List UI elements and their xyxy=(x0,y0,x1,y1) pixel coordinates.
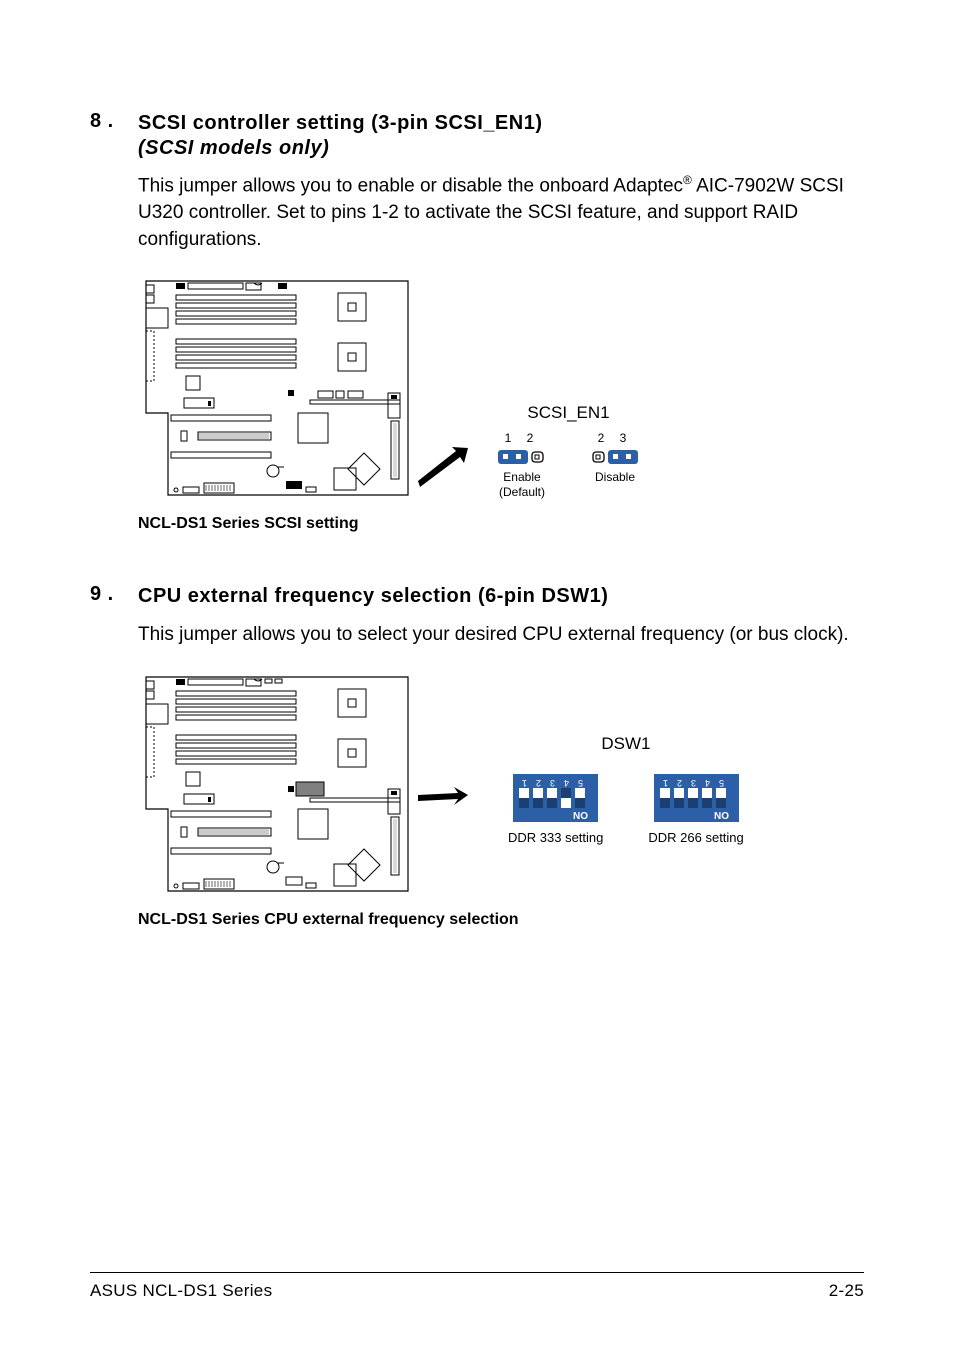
enable-pin-numbers: 1 2 xyxy=(505,431,540,445)
jumper-disable-icon xyxy=(591,448,639,466)
section-8-subtitle: (SCSI models only) xyxy=(138,137,543,160)
board-diagram-1 xyxy=(138,273,418,503)
svg-text:2: 2 xyxy=(536,778,541,788)
dip-266-label: DDR 266 setting xyxy=(648,830,743,845)
svg-text:NO: NO xyxy=(714,811,729,822)
board-diagram-2 xyxy=(138,669,418,899)
section-9-caption: NCL-DS1 Series CPU external frequency se… xyxy=(138,911,864,929)
section-8-number: 8 . xyxy=(90,110,138,133)
section-8-body: This jumper allows you to enable or disa… xyxy=(138,172,864,253)
jumper-diagram-1: SCSI_EN1 1 2 Enable (Default) xyxy=(498,403,639,499)
section-9-diagram: DSW1 1 2 3 4 5 xyxy=(138,669,864,899)
jumper-disable-col: 2 3 Disable xyxy=(591,431,639,499)
board-diagram-2-wrap xyxy=(138,669,418,899)
enable-label-2: (Default) xyxy=(499,485,545,499)
svg-text:5: 5 xyxy=(578,778,583,788)
svg-text:4: 4 xyxy=(564,778,569,788)
arrow-1-icon xyxy=(418,273,468,503)
svg-text:1: 1 xyxy=(663,778,668,788)
board-diagram-1-wrap: NCL-DS1 Series SCSI setting xyxy=(138,273,418,533)
section-8-title-block: SCSI controller setting (3-pin SCSI_EN1)… xyxy=(138,110,543,160)
section-9-body: This jumper allows you to select your de… xyxy=(138,622,864,649)
svg-text:3: 3 xyxy=(691,778,696,788)
dip-name: DSW1 xyxy=(601,734,650,754)
dip-266-icon: 1 2 3 4 5 xyxy=(654,774,739,822)
svg-text:NO: NO xyxy=(573,811,588,822)
section-9: 9 . CPU external frequency selection (6-… xyxy=(90,583,864,929)
section-9-heading: 9 . CPU external frequency selection (6-… xyxy=(90,583,864,610)
page-footer: ASUS NCL-DS1 Series 2-25 xyxy=(90,1272,864,1301)
svg-text:5: 5 xyxy=(719,778,724,788)
section-8-heading: 8 . SCSI controller setting (3-pin SCSI_… xyxy=(90,110,864,160)
section-9-title: CPU external frequency selection (6-pin … xyxy=(138,583,608,610)
section-8: 8 . SCSI controller setting (3-pin SCSI_… xyxy=(90,110,864,533)
jumper-enable-icon xyxy=(498,448,546,466)
jumper-options-row: 1 2 Enable (Default) 2 3 xyxy=(498,431,639,499)
svg-text:2: 2 xyxy=(677,778,682,788)
section-8-caption: NCL-DS1 Series SCSI setting xyxy=(138,515,418,533)
footer-left: ASUS NCL-DS1 Series xyxy=(90,1281,272,1301)
section-8-body-pre: This jumper allows you to enable or disa… xyxy=(138,175,683,196)
disable-pin-numbers: 2 3 xyxy=(598,431,633,445)
enable-label: Enable (Default) xyxy=(499,470,545,499)
jumper-enable-col: 1 2 Enable (Default) xyxy=(498,431,546,499)
dip-333-label: DDR 333 setting xyxy=(508,830,603,845)
svg-text:3: 3 xyxy=(550,778,555,788)
dip-options-row: 1 2 3 4 5 xyxy=(508,774,744,845)
section-9-number: 9 . xyxy=(90,583,138,606)
section-8-diagram: NCL-DS1 Series SCSI setting SCSI_EN1 1 2 xyxy=(138,273,864,533)
dip-266-col: 1 2 3 4 5 xyxy=(648,774,743,845)
registered-mark: ® xyxy=(683,173,692,187)
svg-text:1: 1 xyxy=(522,778,527,788)
arrow-2-icon xyxy=(418,669,468,899)
dip-diagram: DSW1 1 2 3 4 5 xyxy=(508,734,744,845)
section-8-title: SCSI controller setting (3-pin SCSI_EN1) xyxy=(138,110,543,137)
jumper-name-1: SCSI_EN1 xyxy=(527,403,609,423)
disable-label: Disable xyxy=(595,470,635,484)
svg-text:4: 4 xyxy=(705,778,710,788)
footer-right: 2-25 xyxy=(829,1281,864,1301)
dip-333-icon: 1 2 3 4 5 xyxy=(513,774,598,822)
dip-333-col: 1 2 3 4 5 xyxy=(508,774,603,845)
enable-label-1: Enable xyxy=(503,470,540,484)
